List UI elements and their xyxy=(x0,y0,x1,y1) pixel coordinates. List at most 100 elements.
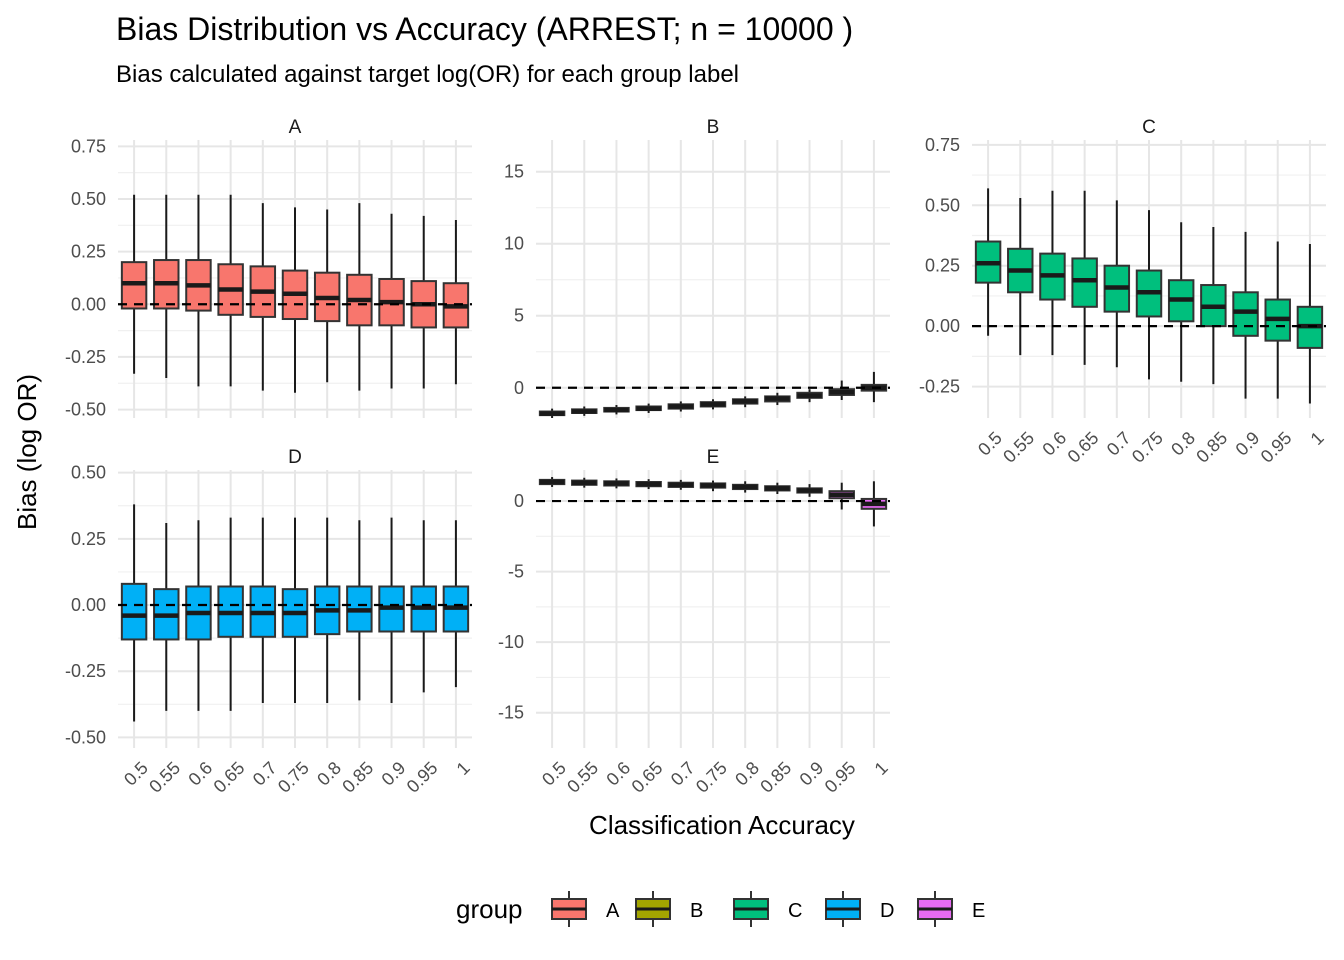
y-tick-label: 0.50 xyxy=(71,189,106,209)
box-d-0.95 xyxy=(410,520,437,693)
facet-strip-label: E xyxy=(707,447,720,468)
box-e-0.75 xyxy=(699,480,727,492)
y-tick-label: 0 xyxy=(514,491,524,511)
box-c-0.75 xyxy=(1135,210,1163,380)
x-tick-label: 1 xyxy=(1307,428,1328,449)
legend-title: group xyxy=(456,894,523,924)
box-d-0.6 xyxy=(185,520,212,711)
box-c-0.55 xyxy=(1007,198,1034,356)
facet-panel-a: -0.50 -0.25 0.00 0.25 0.50 0.75 A xyxy=(65,117,472,420)
y-tick-label: -0.50 xyxy=(65,400,106,420)
y-tick-label: -10 xyxy=(498,632,524,652)
x-tick-label: 1 xyxy=(453,758,474,779)
y-tick-label: -0.25 xyxy=(919,377,960,397)
box-b-0.75 xyxy=(699,399,727,410)
y-tick-label: 15 xyxy=(504,162,524,182)
box-e-0.9 xyxy=(796,484,823,497)
y-tick-label: -0.25 xyxy=(65,347,106,367)
y-tick-label: 0.00 xyxy=(71,595,106,615)
chart-subtitle: Bias calculated against target log(OR) f… xyxy=(116,61,739,88)
box-iqr xyxy=(120,582,148,641)
y-tick-label: -0.50 xyxy=(65,727,106,747)
legend-label: C xyxy=(788,900,802,922)
box-a-0.9 xyxy=(378,213,405,389)
y-tick-label: 0.75 xyxy=(71,136,106,156)
box-c-0.65 xyxy=(1071,190,1098,365)
x-tick-label: 0.95 xyxy=(403,758,442,797)
y-tick-label: 0.50 xyxy=(71,463,106,483)
box-a-0.75 xyxy=(281,207,309,393)
facet-strip-label: B xyxy=(707,117,720,138)
box-e-0.95 xyxy=(828,482,855,510)
box-a-0.95 xyxy=(410,215,437,389)
box-d-0.65 xyxy=(217,517,244,711)
x-tick-label: 1 xyxy=(871,758,892,779)
x-tick-label: 0.65 xyxy=(210,758,249,797)
box-a-0.85 xyxy=(346,203,373,391)
legend-item-b: B xyxy=(635,891,703,927)
box-a-0.5 xyxy=(120,194,148,374)
facet-strip-label: A xyxy=(289,117,302,138)
x-tick-label: 0.55 xyxy=(999,428,1038,467)
y-tick-label: 0.00 xyxy=(71,294,106,314)
box-iqr xyxy=(1232,291,1259,337)
box-a-0.7 xyxy=(249,203,277,391)
x-tick-label: 0.65 xyxy=(628,758,667,797)
y-tick-label: 0.50 xyxy=(925,195,960,215)
y-tick-label: -5 xyxy=(508,562,524,582)
facet-strip-label: D xyxy=(288,447,302,468)
x-tick-label: 0.75 xyxy=(274,758,313,797)
box-b-0.7 xyxy=(667,401,695,412)
box-b-0.55 xyxy=(571,406,598,416)
box-d-0.5 xyxy=(120,504,148,722)
box-d-0.8 xyxy=(313,517,341,703)
y-axis-title: Bias (log OR) xyxy=(12,374,42,530)
facet-panels: -0.50-0.250.000.250.500.75A051015B-0.250… xyxy=(65,117,1328,797)
y-tick-label: 0 xyxy=(514,378,524,398)
box-e-0.7 xyxy=(667,479,695,490)
box-d-0.75 xyxy=(281,517,309,703)
y-tick-label: 0.25 xyxy=(925,256,960,276)
y-tick-label: 0.25 xyxy=(71,242,106,262)
box-d-0.85 xyxy=(346,520,373,701)
legend: group A B C D E xyxy=(456,891,985,927)
box-a-0.55 xyxy=(153,194,180,378)
box-a-1 xyxy=(442,220,470,385)
box-c-0.7 xyxy=(1103,200,1131,368)
y-tick-label: 0.00 xyxy=(925,316,960,336)
y-tick-label: 10 xyxy=(504,234,524,254)
x-tick-label: 0.75 xyxy=(692,758,731,797)
box-b-0.5 xyxy=(538,408,566,418)
box-b-0.6 xyxy=(603,405,630,415)
box-b-0.8 xyxy=(731,396,759,408)
box-d-0.55 xyxy=(153,522,180,711)
box-d-0.9 xyxy=(378,517,405,703)
y-tick-label: 0.25 xyxy=(71,529,106,549)
box-a-0.6 xyxy=(185,194,212,387)
box-e-0.55 xyxy=(571,477,598,488)
x-tick-label: 0.85 xyxy=(338,758,377,797)
legend-label: A xyxy=(606,900,620,922)
facet-strip-label: C xyxy=(1142,117,1156,138)
x-tick-label: 0.95 xyxy=(821,758,860,797)
box-d-1 xyxy=(442,520,470,688)
box-c-0.85 xyxy=(1200,227,1227,385)
legend-item-d: D xyxy=(825,891,894,927)
y-tick-label: -15 xyxy=(498,703,524,723)
box-iqr xyxy=(1071,257,1098,308)
box-b-0.65 xyxy=(635,403,662,413)
x-tick-label: 0.55 xyxy=(145,758,184,797)
y-tick-label: 0.75 xyxy=(925,135,960,155)
box-c-1 xyxy=(1296,243,1324,404)
x-tick-label: 0.75 xyxy=(1128,428,1167,467)
box-e-0.85 xyxy=(764,482,791,494)
legend-label: B xyxy=(690,900,703,922)
box-d-0.7 xyxy=(249,517,277,703)
x-tick-label: 0.85 xyxy=(756,758,795,797)
box-c-0.8 xyxy=(1167,222,1195,382)
box-c-0.6 xyxy=(1039,190,1066,356)
y-tick-label: -0.25 xyxy=(65,661,106,681)
